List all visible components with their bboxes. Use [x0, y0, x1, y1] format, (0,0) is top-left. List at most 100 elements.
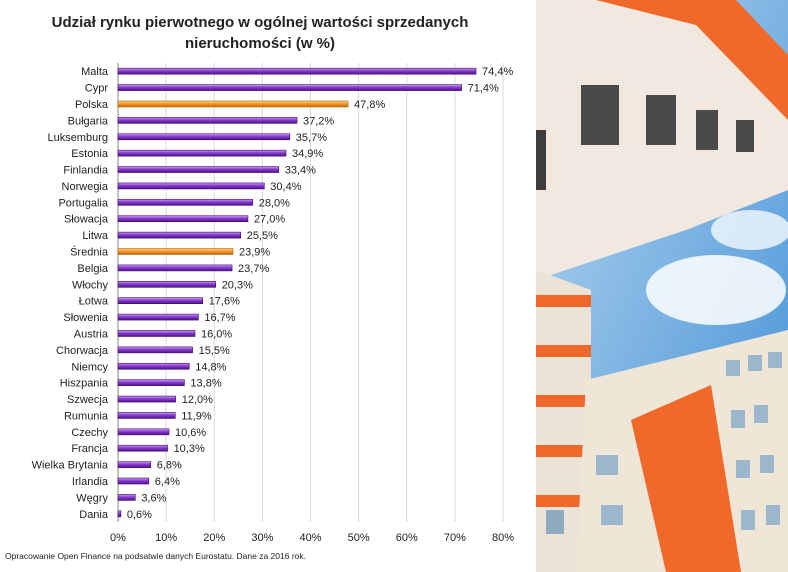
value-label: 6,4%	[155, 476, 180, 488]
category-label: Czechy	[71, 427, 108, 439]
category-label: Polska	[75, 99, 109, 111]
x-tick-label: 60%	[396, 532, 418, 544]
value-label: 10,6%	[175, 427, 206, 439]
value-label: 12,0%	[182, 394, 213, 406]
apartment-buildings-photo	[536, 0, 788, 572]
category-label: Belgia	[77, 263, 108, 275]
category-label: Węgry	[76, 492, 108, 504]
category-label: Średnia	[70, 246, 109, 259]
value-label: 16,0%	[201, 328, 232, 340]
bar	[117, 428, 170, 436]
bar	[117, 379, 185, 386]
value-label: 20,3%	[222, 279, 253, 291]
value-label: 15,5%	[199, 345, 230, 357]
bar	[117, 330, 196, 337]
chart-title-line-1: Udział rynku pierwotnego w ogólnej warto…	[52, 14, 469, 31]
category-label: Słowacja	[64, 214, 109, 226]
value-label: 30,4%	[270, 181, 301, 193]
value-label: 0,6%	[127, 509, 152, 521]
bar	[117, 133, 291, 141]
bar	[117, 149, 287, 157]
value-label: 23,9%	[239, 247, 270, 259]
category-label: Francja	[71, 443, 109, 455]
category-label: Austria	[74, 328, 109, 340]
category-label: Litwa	[82, 230, 109, 242]
value-label: 37,2%	[303, 115, 334, 127]
value-label: 33,4%	[285, 165, 316, 177]
value-labels: 74,4% 71,4% 47,8% 37,2% 35,7% 34,9% 33,4% 30,4%…	[127, 66, 514, 521]
x-tick-label: 40%	[299, 532, 321, 544]
bar	[117, 215, 249, 223]
x-tick-label: 50%	[348, 532, 370, 544]
bar	[117, 264, 233, 272]
x-tick-label: 0%	[110, 532, 126, 544]
x-tick-label: 80%	[492, 532, 514, 544]
bar	[117, 231, 242, 239]
bar	[117, 510, 122, 518]
bar	[117, 166, 280, 173]
bar	[117, 461, 152, 468]
category-label: Słowenia	[63, 312, 109, 324]
value-label: 3,6%	[141, 492, 166, 504]
category-label: Norwegia	[62, 181, 109, 193]
value-label: 10,3%	[174, 443, 205, 455]
value-label: 35,7%	[296, 132, 327, 144]
value-label: 74,4%	[482, 66, 513, 78]
value-label: 16,7%	[204, 312, 235, 324]
category-label: Cypr	[85, 83, 109, 95]
value-label: 6,8%	[157, 460, 182, 472]
x-tick-label: 70%	[444, 532, 466, 544]
bar	[117, 248, 234, 255]
bar	[117, 444, 168, 452]
bar	[117, 412, 176, 419]
bar	[117, 477, 150, 485]
value-label: 13,8%	[190, 378, 221, 390]
category-label: Irlandia	[72, 476, 109, 488]
category-label: Wielka Brytania	[32, 460, 109, 472]
category-label: Luksemburg	[47, 132, 108, 144]
bar	[117, 100, 349, 108]
source-note: Opracowanie Open Finance na podsatwie da…	[5, 551, 306, 561]
value-label: 25,5%	[247, 230, 278, 242]
category-label: Malta	[81, 66, 109, 78]
category-label: Portugalia	[58, 197, 108, 209]
category-label: Dania	[79, 509, 109, 521]
category-label: Finlandia	[63, 165, 109, 177]
category-label: Szwecja	[67, 394, 109, 406]
value-label: 28,0%	[259, 197, 290, 209]
chart-title-line-2: nieruchomości (w %)	[185, 35, 335, 52]
value-label: 71,4%	[468, 83, 499, 95]
bar	[117, 199, 254, 206]
bar	[117, 297, 203, 304]
bar	[117, 67, 477, 75]
category-label: Włochy	[72, 279, 109, 291]
x-tick-label: 20%	[203, 532, 225, 544]
bar	[117, 84, 462, 91]
category-label: Bułgaria	[68, 115, 109, 127]
value-label: 47,8%	[354, 99, 385, 111]
x-tick-label: 10%	[155, 532, 177, 544]
bar	[117, 117, 298, 124]
category-label: Niemcy	[71, 361, 108, 373]
bar	[117, 395, 177, 403]
value-label: 17,6%	[209, 296, 240, 308]
bar	[117, 494, 136, 501]
bar	[117, 346, 193, 354]
bar	[117, 313, 199, 321]
value-label: 14,8%	[195, 361, 226, 373]
category-label: Rumunia	[64, 410, 109, 422]
value-label: 34,9%	[292, 148, 323, 160]
category-label: Hiszpania	[60, 378, 109, 390]
bars	[117, 67, 477, 518]
x-axis-ticks: 0% 10% 20% 30% 40% 50% 60% 70% 80%	[110, 532, 514, 544]
x-tick-label: 30%	[251, 532, 273, 544]
category-labels: Malta Cypr Polska Bułgaria Luksemburg Estonia…	[32, 66, 109, 521]
bar	[117, 362, 190, 370]
bar	[117, 281, 216, 288]
chart-panel: Udział rynku pierwotnego w ogólnej warto…	[5, 14, 515, 561]
category-label: Chorwacja	[56, 345, 109, 357]
bar-chart: Udział rynku pierwotnego w ogólnej warto…	[32, 14, 515, 544]
category-label: Estonia	[71, 148, 109, 160]
value-label: 27,0%	[254, 214, 285, 226]
bar	[117, 182, 265, 190]
